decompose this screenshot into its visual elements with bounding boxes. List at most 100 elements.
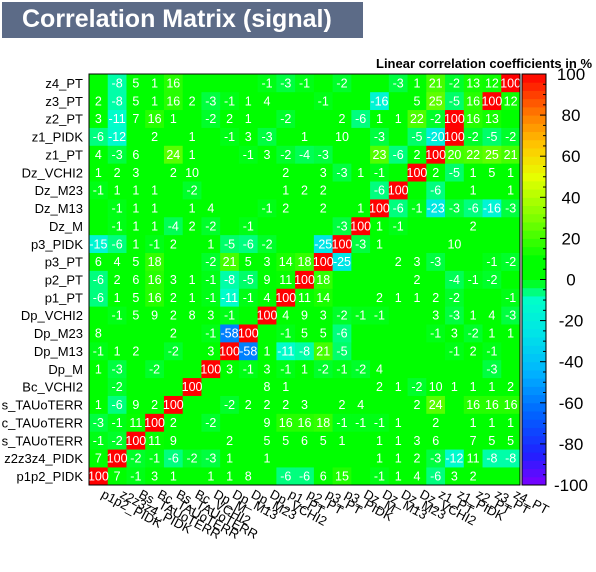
heatmap-cell — [182, 377, 202, 396]
heatmap-cell — [407, 109, 427, 128]
heatmap-cell — [257, 181, 277, 200]
heatmap-cell — [482, 377, 502, 396]
heatmap-cell — [370, 163, 390, 182]
cell-value-label: -1 — [261, 202, 272, 216]
color-bar-segment — [522, 279, 546, 289]
heatmap-cell — [501, 234, 521, 253]
heatmap-cell — [238, 467, 258, 486]
cell-value-label: 2 — [95, 94, 102, 108]
heatmap-cell — [220, 324, 240, 343]
heatmap-cell — [145, 252, 165, 271]
cell-value-label: 3 — [151, 470, 158, 484]
cell-value-label: 1 — [151, 184, 158, 198]
cell-value-label: -2 — [505, 255, 516, 269]
heatmap-cell — [107, 413, 127, 432]
heatmap-cell — [276, 216, 296, 236]
cell-value-label: -4 — [299, 148, 310, 162]
heatmap-cell — [332, 109, 352, 128]
heatmap-cell — [89, 342, 109, 361]
heatmap-cell — [182, 431, 202, 450]
heatmap-cell — [163, 145, 183, 164]
cell-value-label: 11 — [279, 273, 292, 287]
color-bar-segment — [522, 197, 546, 207]
heatmap-cell — [145, 377, 165, 396]
heatmap-cell — [426, 395, 446, 414]
cell-value-label: 20 — [447, 148, 461, 162]
heatmap-cell — [201, 199, 221, 218]
heatmap-cell — [107, 342, 127, 361]
heatmap-cell — [163, 467, 183, 486]
cell-value-label: 1 — [470, 416, 477, 430]
cell-value-label: 3 — [95, 112, 102, 126]
y-tick-label: p3_PT — [45, 255, 83, 270]
heatmap-cell — [351, 359, 371, 379]
heatmap-cell — [426, 306, 446, 325]
heatmap-cell — [426, 74, 446, 93]
cell-value-label: 1 — [395, 112, 402, 126]
cell-value-label: -6 — [112, 237, 123, 251]
cell-value-label: -1 — [374, 309, 385, 323]
heatmap-cell — [126, 306, 146, 325]
heatmap-cell — [163, 377, 183, 396]
heatmap-cell — [370, 395, 390, 414]
heatmap-cell — [89, 163, 109, 182]
color-bar-segment — [522, 312, 546, 322]
cell-value-label: 7 — [95, 452, 102, 466]
cell-value-label: -8 — [505, 452, 516, 466]
cell-value-label: -6 — [93, 130, 104, 144]
cell-value-label: 3 — [264, 148, 271, 162]
heatmap-cell — [126, 395, 146, 414]
cell-value-label: 100 — [275, 291, 296, 305]
cell-value-label: 2 — [282, 166, 289, 180]
heatmap-cell — [257, 270, 277, 289]
cell-value-label: -1 — [205, 327, 216, 341]
color-bar-segment — [522, 435, 546, 445]
cell-value-label: -12 — [108, 130, 126, 144]
cell-value-label: 18 — [316, 416, 330, 430]
heatmap-cell — [107, 109, 127, 128]
heatmap-cell — [370, 74, 390, 93]
cell-value-label: -1 — [449, 344, 460, 358]
heatmap-cell — [145, 270, 165, 289]
color-bar-segment — [522, 411, 546, 420]
heatmap-cell — [445, 306, 465, 325]
heatmap-cell — [126, 145, 146, 164]
cell-value-label: -20 — [427, 130, 445, 144]
cell-value-label: -2 — [112, 434, 123, 448]
heatmap-cell — [332, 127, 352, 146]
heatmap-cell — [370, 127, 390, 146]
heatmap-cell — [89, 252, 109, 271]
heatmap-cell — [257, 74, 277, 93]
cell-value-label: 4 — [282, 309, 289, 323]
heatmap-cell — [313, 324, 333, 343]
cell-value-label: 1 — [357, 166, 364, 180]
heatmap-cell — [463, 359, 483, 379]
cell-value-label: 1 — [189, 202, 196, 216]
cell-value-label: -3 — [112, 148, 123, 162]
heatmap-cell — [501, 377, 521, 396]
heatmap-cell — [126, 324, 146, 343]
heatmap-cell — [426, 127, 446, 146]
heatmap-cell — [89, 449, 109, 468]
heatmap-cell — [238, 127, 258, 146]
cell-value-label: 7 — [114, 470, 121, 484]
heatmap-cell — [332, 449, 352, 468]
heatmap-cell — [220, 413, 240, 432]
heatmap-cell — [163, 109, 183, 128]
heatmap-cell — [163, 431, 183, 450]
heatmap-cell — [201, 377, 221, 396]
color-bar-segment — [522, 320, 546, 330]
cell-value-label: 1 — [301, 130, 308, 144]
heatmap-cell — [276, 145, 296, 164]
heatmap-cell — [238, 342, 258, 361]
heatmap-cell — [370, 181, 390, 200]
cell-value-label: 1 — [413, 291, 420, 305]
heatmap-cell — [501, 145, 521, 164]
cell-value-label: -2 — [449, 76, 460, 90]
heatmap-cell — [295, 342, 315, 361]
cell-value-label: 1 — [395, 434, 402, 448]
cell-value-label: 9 — [301, 309, 308, 323]
heatmap-cell — [276, 91, 296, 111]
heatmap-cell — [501, 467, 521, 486]
heatmap-cell — [463, 467, 483, 486]
